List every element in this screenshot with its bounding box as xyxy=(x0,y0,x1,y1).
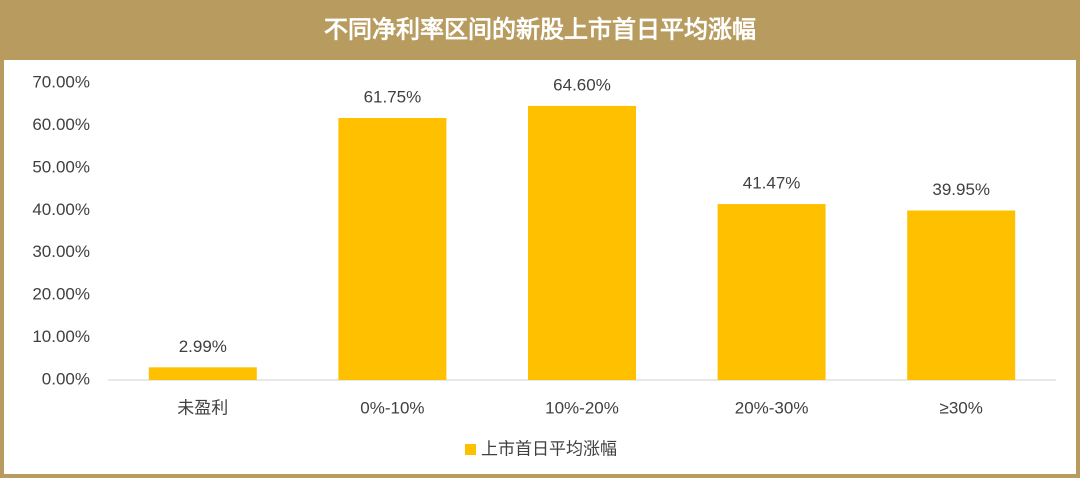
legend-label: 上市首日平均涨幅 xyxy=(481,439,617,458)
bar xyxy=(717,204,826,380)
y-tick-label: 30.00% xyxy=(32,242,90,261)
legend-swatch xyxy=(465,444,476,455)
value-label: 39.95% xyxy=(932,180,990,199)
x-tick-label: 10%-20% xyxy=(545,398,619,417)
x-tick-label: 0%-10% xyxy=(360,398,424,417)
bar xyxy=(338,118,447,380)
x-tick-label: 未盈利 xyxy=(177,398,228,417)
bar xyxy=(148,367,257,380)
y-tick-label: 0.00% xyxy=(42,369,90,388)
value-label: 61.75% xyxy=(364,87,422,106)
y-tick-label: 50.00% xyxy=(32,157,90,176)
x-tick-label: 20%-30% xyxy=(735,398,809,417)
y-tick-label: 70.00% xyxy=(32,72,90,91)
y-tick-label: 20.00% xyxy=(32,285,90,304)
chart-title: 不同净利率区间的新股上市首日平均涨幅 xyxy=(324,15,756,43)
y-tick-label: 40.00% xyxy=(32,200,90,219)
value-label: 41.47% xyxy=(743,174,801,193)
y-tick-label: 10.00% xyxy=(32,327,90,346)
bar xyxy=(528,105,636,380)
y-tick-label: 60.00% xyxy=(32,115,90,134)
value-label: 64.60% xyxy=(553,75,611,94)
value-label: 2.99% xyxy=(179,337,227,356)
bar xyxy=(907,210,1016,380)
x-tick-label: ≥30% xyxy=(940,398,983,417)
